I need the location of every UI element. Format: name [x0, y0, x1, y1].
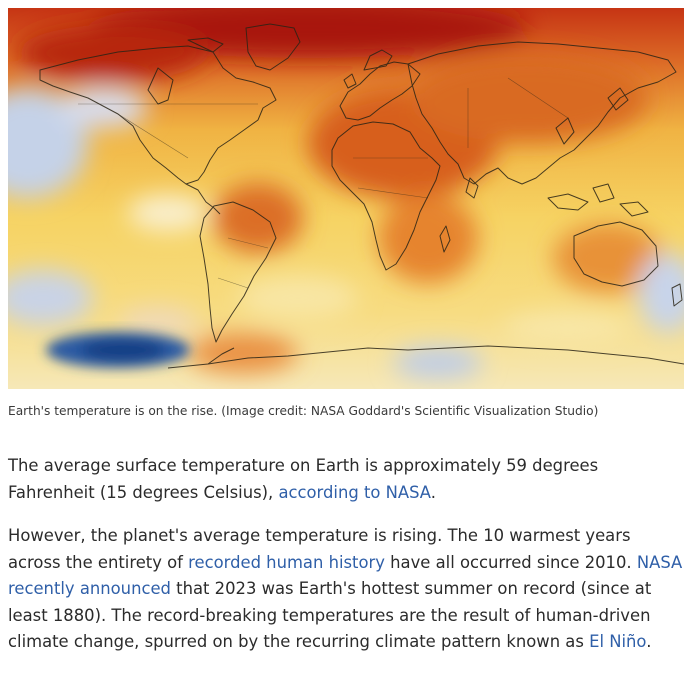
borders — [78, 77, 569, 289]
temperature-map — [8, 8, 684, 389]
cold-anomaly — [46, 332, 190, 368]
link-recorded-human-history[interactable]: recorded human history — [188, 552, 385, 572]
paragraph-rising-text-1: However, the planet's average temperatur… — [8, 526, 631, 572]
image-caption: Earth's temperature is on the rise. (Ima… — [8, 404, 599, 418]
paragraph-intro-end: . — [430, 482, 436, 502]
link-el-nino[interactable]: El Niño — [589, 632, 647, 651]
paragraph-intro: The average surface temperature on Earth… — [8, 453, 688, 506]
article-body: The average surface temperature on Earth… — [8, 453, 688, 673]
coastlines — [39, 23, 684, 369]
anomaly-field — [8, 8, 684, 379]
link-nasa-recently-announced[interactable]: NASA recently announced — [8, 552, 683, 599]
paragraph-rising-text-4: . — [646, 632, 652, 651]
link-according-to-nasa[interactable]: according to NASA — [278, 482, 431, 502]
paragraph-intro-text: The average surface temperature on Earth… — [8, 456, 599, 502]
temperature-map-image — [8, 8, 684, 389]
paragraph-rising-text-2: have all occurred since 2010. — [384, 552, 637, 572]
paragraph-rising: However, the planet's average temperatur… — [8, 523, 688, 656]
paragraph-rising-text-3: that 2023 was Earth's hottest summer on … — [8, 579, 652, 651]
